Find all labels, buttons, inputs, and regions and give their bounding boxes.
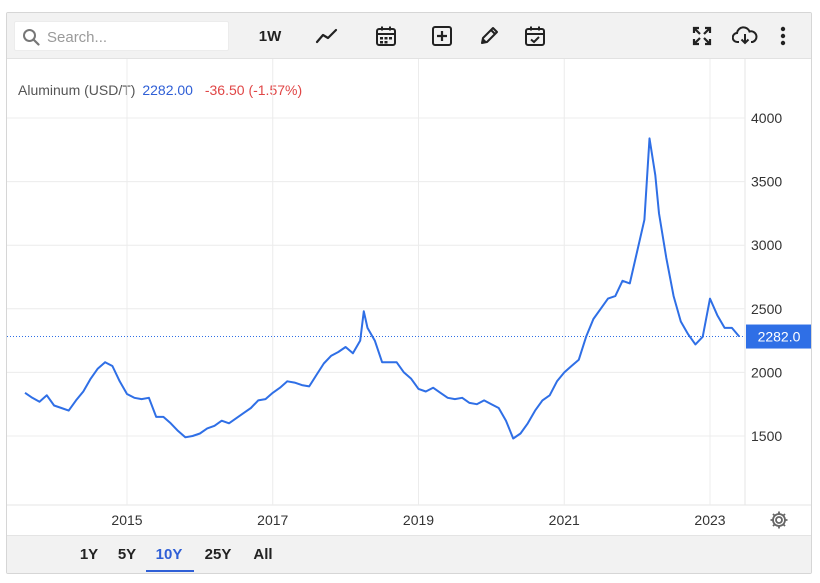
chart-type-button[interactable]	[312, 21, 342, 51]
more-vertical-icon	[780, 26, 786, 46]
symbol-change: -36.50 (-1.57%)	[204, 82, 303, 98]
active-range-indicator	[146, 570, 194, 572]
x-tick-label: 2023	[694, 512, 725, 528]
calendar-icon	[376, 26, 396, 46]
events-button[interactable]	[520, 21, 550, 51]
search-input[interactable]	[47, 26, 222, 48]
range-1y-button[interactable]: 1Y	[79, 546, 99, 563]
calendar-check-icon	[525, 26, 545, 46]
add-indicator-icon	[432, 26, 452, 46]
range-bar: 1Y 5Y 10Y 25Y All	[7, 535, 811, 573]
range-10y-button[interactable]: 10Y	[155, 546, 183, 563]
interval-button[interactable]: 1W	[254, 21, 286, 51]
chart-legend: Aluminum (USD/T) 2282.00 -36.50 (-1.57%)	[18, 82, 302, 98]
y-tick-label: 2500	[751, 301, 782, 317]
last-price-tag	[746, 324, 811, 349]
x-tick-label: 2021	[549, 512, 580, 528]
fullscreen-icon	[692, 26, 712, 46]
gear-icon[interactable]	[769, 510, 789, 530]
line-chart-icon	[315, 28, 338, 44]
y-tick-label: 4000	[751, 110, 782, 126]
y-tick-label: 3000	[751, 237, 782, 253]
download-button[interactable]	[729, 21, 761, 51]
pencil-icon	[481, 27, 498, 44]
y-tick-label: 3500	[751, 174, 782, 190]
date-range-button[interactable]	[371, 21, 401, 51]
symbol-price: 2282.00	[142, 82, 193, 98]
last-price-label: 2282.0	[758, 329, 801, 345]
y-tick-label: 2000	[751, 364, 782, 380]
interval-label: 1W	[258, 27, 282, 45]
more-button[interactable]	[773, 21, 793, 51]
x-tick-label: 2019	[403, 512, 434, 528]
range-5y-button[interactable]: 5Y	[117, 546, 137, 563]
x-tick-label: 2017	[257, 512, 288, 528]
range-25y-button[interactable]: 25Y	[204, 546, 232, 563]
draw-button[interactable]	[474, 21, 504, 51]
add-indicator-button[interactable]	[427, 21, 457, 51]
cloud-download-icon	[732, 26, 758, 45]
range-all-button[interactable]: All	[253, 546, 273, 563]
x-tick-label: 2015	[111, 512, 142, 528]
toolbar: 1W	[7, 13, 811, 59]
search-box[interactable]	[14, 21, 229, 51]
price-chart[interactable]: 4000 3500 3000 2500 2000 1500 2015 2017 2019 2021…	[7, 13, 812, 535]
symbol-name: Aluminum (USD/T)	[18, 82, 136, 98]
fullscreen-button[interactable]	[687, 21, 717, 51]
chart-widget: 1W	[6, 12, 812, 574]
search-icon	[23, 29, 40, 46]
y-tick-label: 1500	[751, 428, 782, 444]
price-line	[24, 137, 740, 440]
